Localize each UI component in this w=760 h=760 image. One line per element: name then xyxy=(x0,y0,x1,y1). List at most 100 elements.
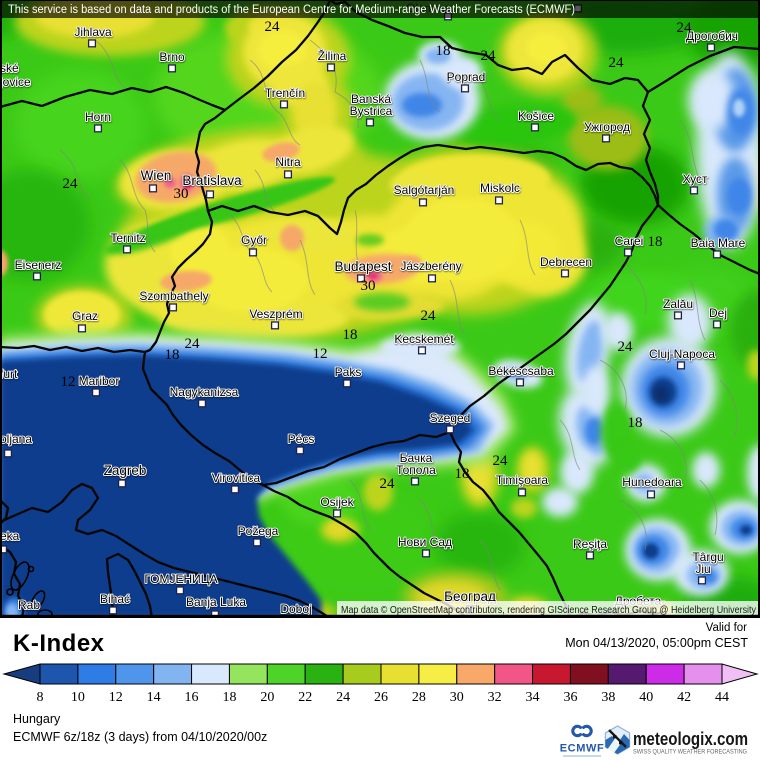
svg-text:34: 34 xyxy=(526,690,540,705)
svg-text:14: 14 xyxy=(147,690,161,705)
svg-text:18: 18 xyxy=(222,690,236,705)
svg-text:Rab: Rab xyxy=(18,598,40,612)
svg-text:Zagreb: Zagreb xyxy=(104,463,147,478)
svg-text:16: 16 xyxy=(185,690,199,705)
svg-text:Szeged: Szeged xyxy=(430,411,471,425)
svg-text:Doboj: Doboj xyxy=(280,602,311,616)
svg-text:meteologix.com: meteologix.com xyxy=(633,729,748,749)
svg-text:18: 18 xyxy=(165,347,180,363)
svg-text:Београд: Београд xyxy=(444,589,496,604)
svg-text:Нови Сад: Нови Сад xyxy=(398,535,452,549)
svg-text:Nagykanizsa: Nagykanizsa xyxy=(170,385,239,399)
svg-text:Reşiţa: Reşiţa xyxy=(573,537,607,551)
svg-text:8: 8 xyxy=(37,690,44,705)
svg-text:Хуст: Хуст xyxy=(682,172,708,186)
svg-text:Szombathely: Szombathely xyxy=(139,289,208,303)
svg-text:Zalău: Zalău xyxy=(663,297,693,311)
svg-text:Jihlava: Jihlava xyxy=(74,25,112,39)
svg-text:26: 26 xyxy=(374,690,388,705)
svg-text:Bratislava: Bratislava xyxy=(182,173,242,188)
svg-text:Graz: Graz xyxy=(72,309,98,323)
svg-text:38: 38 xyxy=(601,690,615,705)
svg-text:18: 18 xyxy=(628,415,643,431)
svg-text:24: 24 xyxy=(265,19,281,35)
svg-text:Požega: Požega xyxy=(238,524,279,538)
svg-text:Cluj-Napoca: Cluj-Napoca xyxy=(649,347,715,361)
svg-text:Virovitica: Virovitica xyxy=(212,471,261,485)
svg-text:24: 24 xyxy=(421,308,437,324)
svg-text:24: 24 xyxy=(677,20,693,36)
svg-text:Târgu: Târgu xyxy=(692,550,723,564)
svg-text:42: 42 xyxy=(677,690,691,705)
svg-text:40: 40 xyxy=(639,690,653,705)
svg-text:24: 24 xyxy=(618,339,634,355)
svg-text:Бачка: Бачка xyxy=(400,451,433,465)
svg-text:ГОМЈЕНИЦА: ГОМЈЕНИЦА xyxy=(144,572,217,586)
svg-text:Hunedoara: Hunedoara xyxy=(622,475,682,489)
svg-text:Debrecen: Debrecen xyxy=(540,255,592,269)
svg-text:Ужгород: Ужгород xyxy=(584,120,630,134)
svg-text:Дрогобич: Дрогобич xyxy=(686,29,738,43)
svg-text:Győr: Győr xyxy=(241,233,267,247)
svg-text:Banja Luka: Banja Luka xyxy=(186,595,246,609)
svg-text:24: 24 xyxy=(336,690,350,705)
svg-text:Paks: Paks xyxy=(335,365,362,379)
svg-text:Ternitz: Ternitz xyxy=(110,231,145,245)
svg-text:ECMWF: ECMWF xyxy=(560,743,605,755)
svg-text:12: 12 xyxy=(109,690,123,705)
svg-text:Osijek: Osijek xyxy=(320,495,354,509)
svg-text:Veszprém: Veszprém xyxy=(249,307,302,321)
svg-text:Pécs: Pécs xyxy=(288,432,315,446)
svg-text:Košice: Košice xyxy=(518,109,554,123)
svg-text:18: 18 xyxy=(436,43,451,59)
svg-text:eka: eka xyxy=(0,529,20,543)
svg-text:ské: ské xyxy=(0,61,19,75)
svg-text:Miskolc: Miskolc xyxy=(480,181,520,195)
svg-text:Budapest: Budapest xyxy=(334,259,391,274)
svg-text:Banská: Banská xyxy=(351,92,391,106)
svg-text:24: 24 xyxy=(481,48,497,64)
svg-text:Dej: Dej xyxy=(709,306,727,320)
svg-text:This service is based on data: This service is based on data and produc… xyxy=(8,4,575,16)
svg-text:Jászberény: Jászberény xyxy=(400,259,461,273)
svg-text:SWISS QUALITY WEATHER FORECAST: SWISS QUALITY WEATHER FORECASTING xyxy=(633,749,747,756)
svg-text:24: 24 xyxy=(63,176,79,192)
svg-text:18: 18 xyxy=(343,327,358,343)
svg-text:24: 24 xyxy=(185,336,201,352)
svg-text:Timişoara: Timişoara xyxy=(496,473,549,487)
svg-text:Топола: Топола xyxy=(396,463,436,477)
svg-text:furt: furt xyxy=(0,367,18,381)
svg-text:Carei: Carei xyxy=(615,234,644,248)
svg-text:10: 10 xyxy=(71,690,85,705)
svg-text:30: 30 xyxy=(361,278,376,294)
svg-text:Brno: Brno xyxy=(159,50,185,64)
svg-text:Bystrica: Bystrica xyxy=(350,104,393,118)
svg-text:Maribor: Maribor xyxy=(79,374,120,388)
svg-text:Bihać: Bihać xyxy=(100,592,130,606)
svg-text:24: 24 xyxy=(493,453,509,469)
svg-text:Jiu: Jiu xyxy=(695,562,710,576)
svg-text:Map data © OpenStreetMap contr: Map data © OpenStreetMap contributors, r… xyxy=(341,605,756,616)
svg-text:Žilina: Žilina xyxy=(318,48,347,63)
svg-text:Horn: Horn xyxy=(85,110,111,124)
svg-text:Kecskemét: Kecskemét xyxy=(394,332,454,346)
svg-text:Eisenerz: Eisenerz xyxy=(15,258,62,272)
svg-text:Trenčín: Trenčín xyxy=(265,86,305,100)
svg-text:28: 28 xyxy=(412,690,426,705)
svg-text:12: 12 xyxy=(61,374,76,390)
svg-text:Békéscsaba: Békéscsaba xyxy=(488,364,554,378)
svg-text:30: 30 xyxy=(450,690,464,705)
svg-text:Nitra: Nitra xyxy=(275,155,301,169)
svg-text:30: 30 xyxy=(174,186,189,202)
svg-text:oljana: oljana xyxy=(0,432,32,446)
svg-text:44: 44 xyxy=(715,690,729,705)
svg-text:24: 24 xyxy=(380,476,396,492)
svg-text:Salgótarján: Salgótarján xyxy=(394,183,455,197)
svg-text:20: 20 xyxy=(260,690,274,705)
svg-text:Baia Mare: Baia Mare xyxy=(691,236,746,250)
svg-text:32: 32 xyxy=(488,690,502,705)
svg-text:36: 36 xyxy=(563,690,577,705)
svg-text:18: 18 xyxy=(648,234,663,250)
svg-text:22: 22 xyxy=(298,690,312,705)
svg-text:jovice: jovice xyxy=(0,75,31,89)
